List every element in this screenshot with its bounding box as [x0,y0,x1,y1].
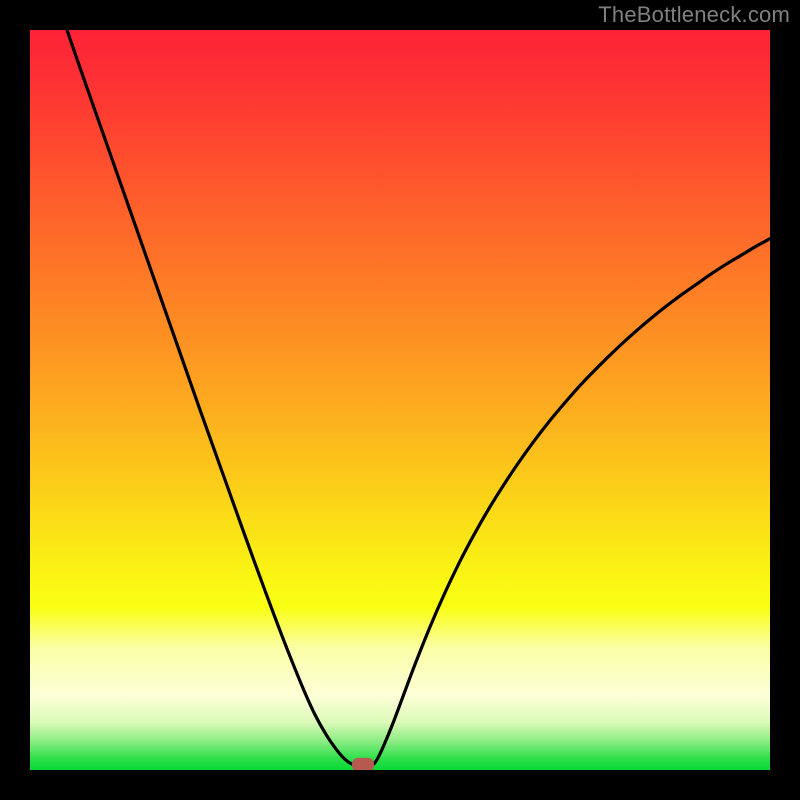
gradient-background [30,30,770,770]
plot-area [30,30,770,770]
plot-svg [30,30,770,770]
chart-container: TheBottleneck.com [0,0,800,800]
valley-marker [352,758,374,770]
watermark-text: TheBottleneck.com [598,2,790,28]
